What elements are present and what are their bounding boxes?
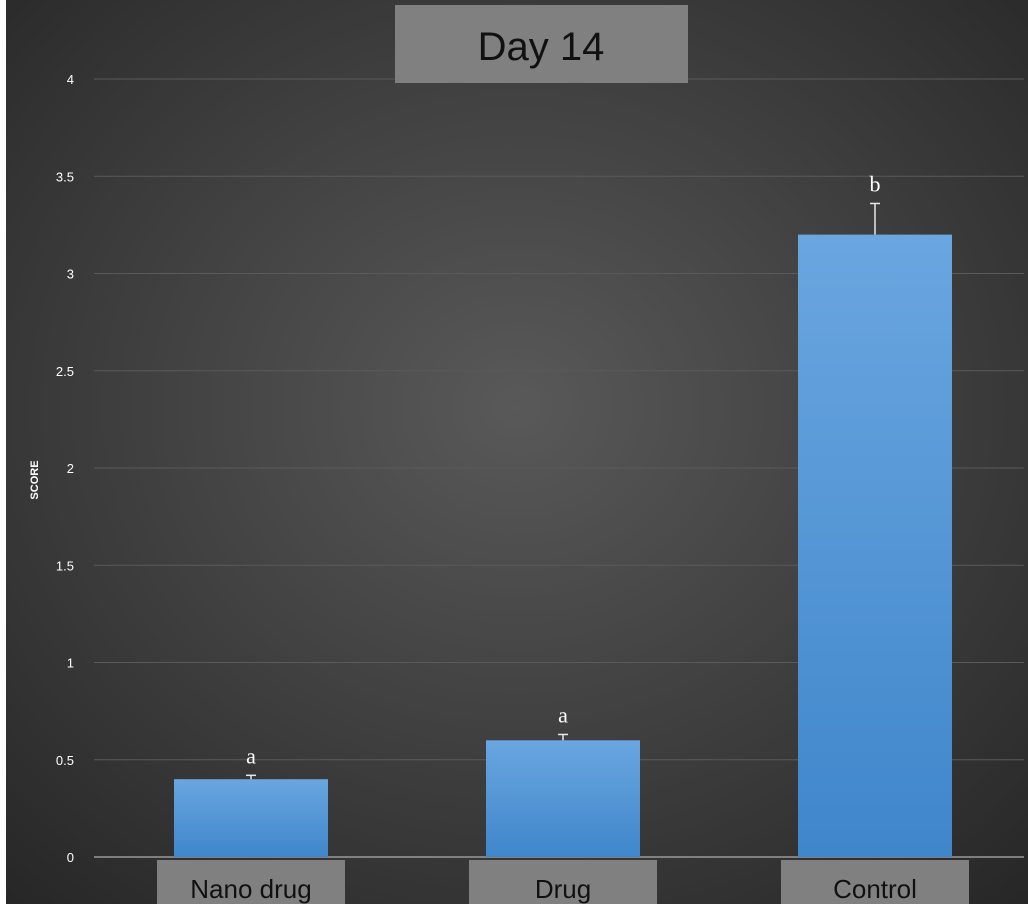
y-tick-label: 2.5 bbox=[56, 364, 74, 379]
x-label-box bbox=[469, 860, 657, 904]
chart-title-box: Day 14 bbox=[395, 5, 688, 83]
chart-frame: 0 0.5 1 1.5 2 2.5 3 3.5 4 a a b Nano drug Drug Contr… bbox=[6, 0, 1028, 904]
y-tick-label: 2 bbox=[67, 461, 74, 476]
y-tick-label: 0.5 bbox=[56, 753, 74, 768]
x-tick-label: Drug bbox=[535, 874, 591, 904]
significance-label: b bbox=[870, 171, 881, 196]
bar-control bbox=[798, 234, 952, 858]
x-tick-label: Control bbox=[833, 874, 917, 904]
y-tick-label: 0 bbox=[67, 850, 74, 865]
y-tick-label: 4 bbox=[67, 72, 74, 87]
y-tick-label: 1 bbox=[67, 656, 74, 671]
y-axis-title: SCORE bbox=[29, 460, 41, 499]
chart-title: Day 14 bbox=[478, 25, 605, 69]
y-tick-label: 3.5 bbox=[56, 169, 74, 184]
significance-label: a bbox=[558, 702, 568, 727]
x-tick-label: Nano drug bbox=[190, 874, 311, 904]
y-tick-label: 1.5 bbox=[56, 558, 74, 573]
y-tick-labels: 0 0.5 1 1.5 2 2.5 3 3.5 4 bbox=[56, 72, 74, 865]
bars: a a b bbox=[174, 171, 952, 858]
bar-nano-drug bbox=[174, 779, 328, 857]
bar-drug bbox=[486, 740, 640, 857]
x-tick-labels: Nano drug Drug Control bbox=[157, 860, 969, 904]
significance-label: a bbox=[246, 743, 256, 768]
y-tick-label: 3 bbox=[67, 267, 74, 282]
x-label-box bbox=[781, 860, 969, 904]
x-label-box bbox=[157, 860, 345, 904]
bar-chart: 0 0.5 1 1.5 2 2.5 3 3.5 4 a a b Nano drug Drug Contr… bbox=[6, 0, 1028, 904]
